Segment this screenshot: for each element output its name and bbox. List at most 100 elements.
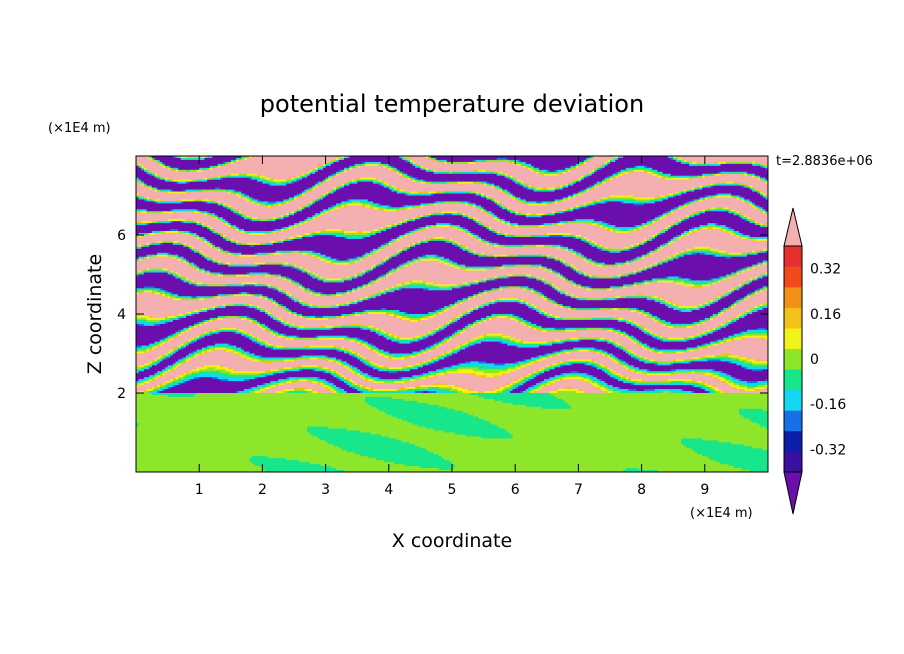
field-cell	[578, 159, 582, 163]
field-cell	[388, 165, 393, 169]
field-cell	[633, 161, 637, 165]
field-cell	[344, 169, 348, 173]
field-cell	[704, 161, 709, 165]
field-cell	[170, 163, 174, 167]
field-cell	[733, 157, 737, 161]
field-cell	[615, 159, 619, 163]
field-cell	[354, 156, 358, 159]
field-cell	[631, 159, 635, 163]
field-cell	[557, 157, 561, 161]
field-cell	[170, 167, 174, 171]
field-cell	[673, 169, 677, 173]
field-cell	[193, 157, 198, 161]
field-cell	[233, 167, 237, 171]
field-cell	[612, 163, 616, 167]
field-cell	[312, 171, 316, 175]
field-cell	[167, 157, 171, 161]
field-cell	[565, 171, 569, 175]
field-cell	[520, 167, 524, 171]
field-cell	[136, 163, 140, 167]
field-cell	[317, 161, 321, 165]
field-cell	[344, 156, 348, 159]
field-cell	[478, 157, 482, 161]
field-cell	[454, 171, 458, 175]
field-cell	[296, 167, 300, 171]
field-cell	[704, 163, 709, 167]
field-cell	[222, 161, 227, 165]
field-cell	[288, 163, 292, 167]
field-cell	[436, 161, 440, 165]
field-cell	[312, 157, 316, 161]
field-cell	[438, 157, 443, 161]
field-cell	[446, 159, 450, 163]
field-cell	[294, 159, 298, 163]
field-cell	[257, 165, 261, 169]
field-cell	[604, 157, 608, 161]
field-cell	[217, 157, 221, 161]
field-cell	[520, 159, 524, 163]
field-cell	[233, 171, 237, 175]
field-cell	[375, 161, 379, 165]
field-cell	[757, 159, 761, 163]
field-cell	[315, 163, 319, 167]
field-cell	[486, 161, 490, 165]
field-cell	[644, 163, 648, 167]
field-cell	[220, 156, 224, 159]
field-cell	[380, 171, 385, 175]
field-cell	[433, 157, 437, 161]
field-cell	[333, 167, 337, 171]
field-cell	[299, 171, 303, 175]
field-cell	[391, 171, 395, 175]
field-cell	[665, 169, 669, 173]
field-cell	[359, 165, 364, 169]
field-cell	[365, 157, 369, 161]
field-cell	[559, 165, 564, 169]
field-cell	[378, 167, 382, 171]
field-cell	[567, 169, 572, 173]
field-cell	[164, 163, 169, 167]
field-cell	[286, 157, 290, 161]
field-cell	[704, 167, 709, 171]
field-cell	[138, 169, 142, 173]
field-cell	[401, 159, 406, 163]
field-cell	[294, 161, 298, 165]
field-cell	[620, 161, 624, 165]
field-cell	[220, 165, 224, 169]
field-cell	[475, 167, 479, 171]
field-cell	[686, 163, 690, 167]
field-cell	[275, 157, 279, 161]
field-cell	[444, 159, 448, 163]
field-cell	[438, 171, 443, 175]
field-cell	[480, 163, 485, 167]
field-cell	[373, 165, 377, 169]
field-cell	[328, 157, 332, 161]
field-cell	[744, 157, 748, 161]
field-cell	[378, 171, 382, 175]
field-cell	[559, 163, 564, 167]
field-cell	[341, 167, 345, 171]
field-cell	[222, 165, 227, 169]
field-cell	[351, 157, 356, 161]
field-cell	[570, 167, 574, 171]
field-cell	[317, 167, 321, 171]
field-cell	[412, 156, 416, 159]
field-cell	[757, 163, 761, 167]
field-cell	[375, 163, 379, 167]
field-cell	[525, 159, 529, 163]
field-cell	[615, 165, 619, 169]
field-cell	[741, 169, 745, 173]
field-cell	[636, 156, 640, 159]
field-cell	[512, 171, 516, 175]
field-cell	[644, 159, 648, 163]
field-cell	[533, 169, 537, 173]
field-cell	[720, 161, 724, 165]
field-cell	[507, 157, 511, 161]
field-cell	[209, 161, 213, 165]
field-cell	[199, 156, 203, 159]
field-cell	[222, 163, 227, 167]
field-cell	[423, 171, 427, 175]
field-cell	[581, 163, 585, 167]
field-cell	[488, 169, 493, 173]
field-cell	[215, 156, 219, 159]
field-cell	[328, 167, 332, 171]
